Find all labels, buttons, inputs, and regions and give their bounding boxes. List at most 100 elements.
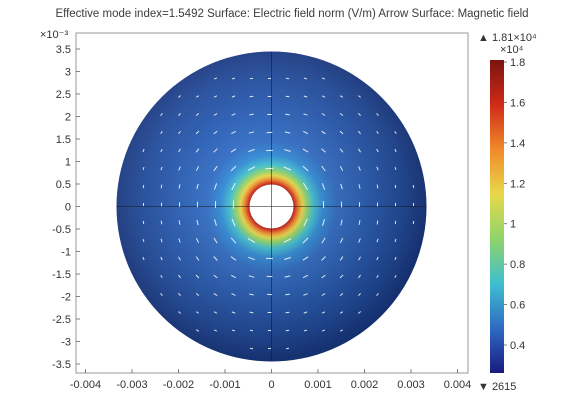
plot-title: Effective mode index=1.5492 Surface: Ele… (55, 8, 529, 20)
field-arrow (302, 182, 309, 191)
field-arrow (302, 274, 309, 279)
y-tick-label: -0.5 (52, 224, 71, 236)
x-tick-label: 0.001 (304, 379, 332, 391)
magnetic-field-arrows (142, 77, 415, 350)
y-tick-label: 0 (65, 202, 71, 214)
field-arrow (213, 148, 218, 153)
field-arrow (358, 238, 361, 243)
y-tick-label: -3 (61, 337, 71, 349)
field-arrow (321, 274, 326, 279)
colorbar-tick-label: 1.2 (510, 178, 525, 190)
field-arrow (160, 256, 163, 261)
y-tick-label: -2.5 (52, 314, 71, 326)
colorbar-max-label: ▲ 1.81×10⁴ (478, 32, 537, 44)
field-arrow (160, 274, 163, 279)
field-arrow (340, 219, 343, 226)
field-arrow (284, 149, 291, 152)
field-arrow (231, 95, 236, 98)
field-arrow (358, 274, 361, 279)
field-arrow (358, 293, 361, 296)
field-arrow (321, 77, 326, 80)
x-tick-label: 0.004 (444, 379, 472, 391)
field-arrow (195, 113, 200, 116)
field-arrow (285, 113, 290, 116)
field-arrow (321, 237, 326, 244)
field-arrow (178, 274, 181, 279)
field-arrow (394, 148, 397, 153)
field-arrow (142, 238, 145, 243)
field-arrow (142, 256, 145, 261)
x-tick-label: 0.002 (351, 379, 379, 391)
field-arrow (160, 148, 163, 153)
field-arrow (283, 238, 292, 243)
field-arrow (376, 184, 379, 189)
field-arrow (213, 237, 218, 244)
y-tick-label: 3 (65, 67, 71, 79)
field-arrow (376, 131, 379, 134)
field-arrow (160, 238, 163, 243)
field-arrow (358, 166, 361, 171)
field-arrow (339, 256, 344, 261)
field-arrow (213, 329, 218, 332)
field-arrow (321, 183, 326, 190)
field-arrow (285, 95, 290, 98)
field-arrow (376, 256, 379, 261)
field-arrow (339, 329, 344, 332)
field-arrow (339, 274, 344, 279)
y-tick-label: -1 (61, 247, 71, 259)
field-arrow (160, 131, 163, 134)
field-arrow (248, 275, 255, 278)
field-arrow (284, 257, 291, 260)
colorbar-tick-label: 0.4 (510, 340, 525, 352)
field-arrow (283, 166, 292, 171)
y-tick-label: 0.5 (56, 179, 71, 191)
field-arrow (340, 183, 343, 190)
field-arrow (178, 166, 181, 171)
field-arrow (303, 77, 308, 80)
field-arrow (302, 165, 309, 172)
field-arrow (358, 113, 361, 116)
field-arrow (230, 256, 237, 261)
x-tick-label: 0.003 (397, 379, 425, 391)
field-arrow (213, 256, 218, 261)
x-tick-label: -0.003 (116, 379, 147, 391)
field-arrow (178, 311, 181, 314)
field-arrow (213, 274, 218, 279)
field-arrow (394, 238, 397, 243)
field-arrow (394, 256, 397, 261)
field-arrow (231, 182, 236, 191)
field-arrow (321, 148, 326, 153)
field-arrow (178, 113, 181, 116)
field-arrow (284, 131, 291, 134)
field-arrow (376, 148, 379, 153)
field-arrow (195, 130, 200, 135)
field-arrow (160, 292, 163, 297)
field-arrow (248, 256, 255, 261)
field-arrow (303, 95, 308, 98)
field-arrow (213, 95, 218, 98)
field-arrow (247, 237, 256, 244)
field-arrow (376, 274, 379, 279)
field-arrow (230, 165, 237, 172)
field-arrow (195, 166, 200, 171)
y-tick-label: -1.5 (52, 269, 71, 281)
field-arrow (178, 148, 181, 153)
field-arrow (249, 113, 254, 116)
colorbar-multiplier: ×10⁴ (500, 44, 524, 56)
field-arrow (302, 148, 309, 153)
field-arrow (213, 130, 218, 135)
field-arrow (339, 95, 344, 98)
field-arrow (376, 220, 379, 225)
field-arrow (303, 311, 308, 314)
field-arrow (160, 112, 163, 117)
x-tick-label: -0.002 (163, 379, 194, 391)
field-arrow (231, 113, 236, 116)
field-arrow (358, 220, 361, 225)
y-tick-label: 2.5 (56, 89, 71, 101)
y-axis-multiplier: ×10⁻³ (40, 29, 68, 41)
field-arrow (321, 329, 326, 332)
field-arrow (303, 293, 308, 296)
field-arrow (231, 329, 236, 332)
colorbar-tick-label: 1.6 (510, 97, 525, 109)
field-arrow (230, 237, 237, 244)
